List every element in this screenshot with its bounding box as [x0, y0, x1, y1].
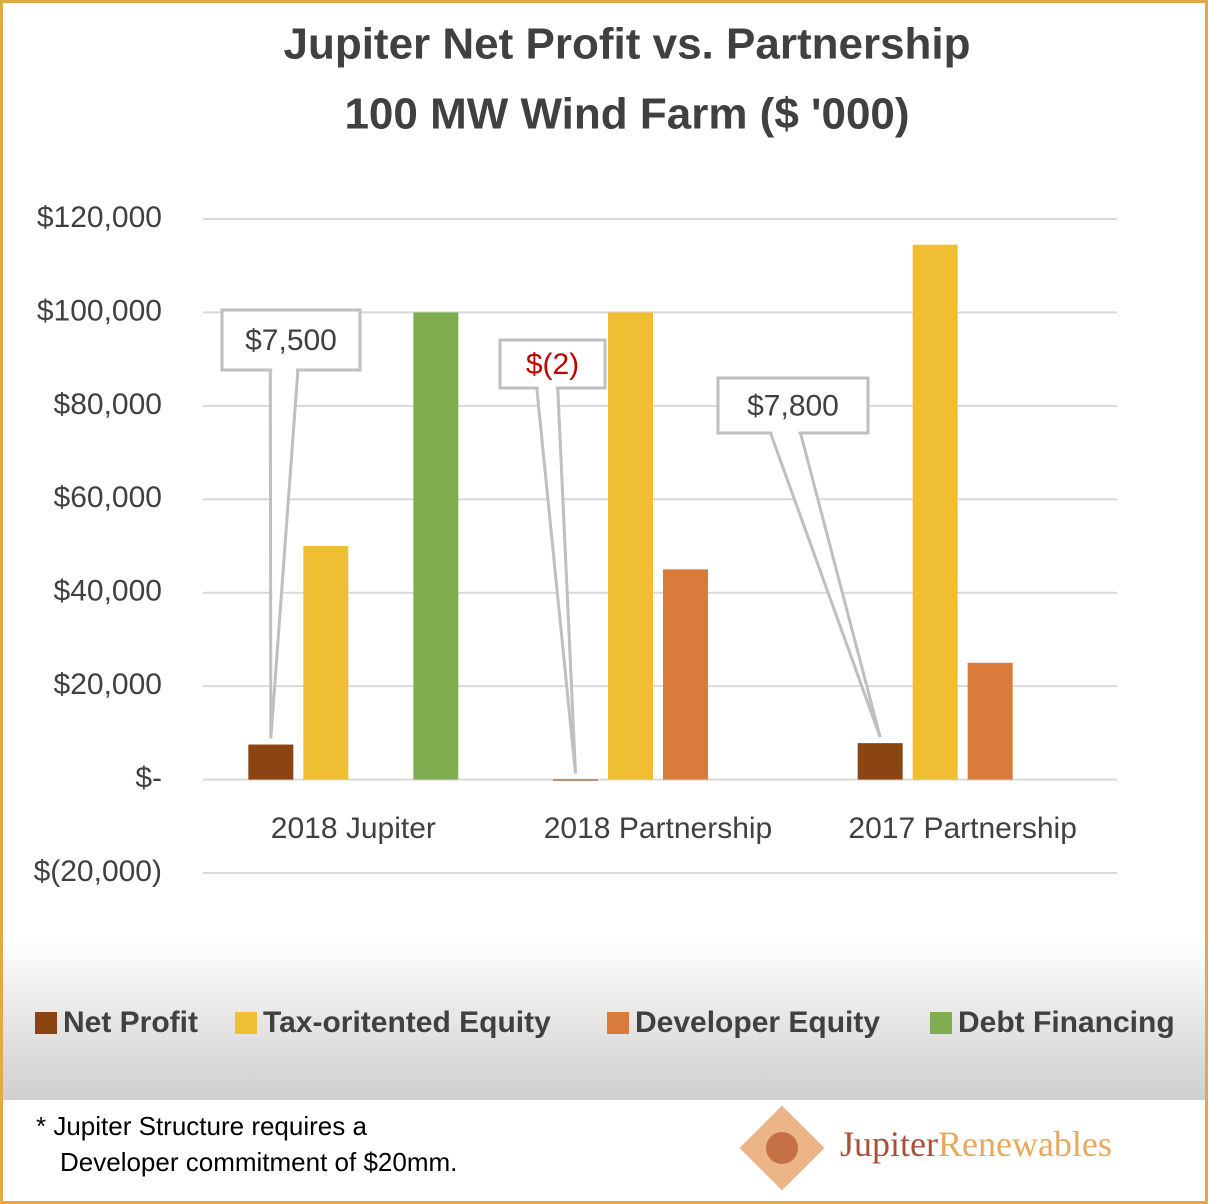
y-tick-label: $60,000 — [54, 481, 162, 514]
legend-label: Developer Equity — [635, 1006, 880, 1039]
legend-label: Net Profit — [63, 1006, 198, 1039]
callout-gap — [272, 368, 296, 372]
y-tick-label: $80,000 — [54, 388, 162, 421]
y-tick-label: $40,000 — [54, 575, 162, 608]
x-tick-label: 2018 Jupiter — [271, 812, 436, 845]
bar — [248, 744, 294, 780]
footnote: Developer commitment of $20mm. — [60, 1147, 457, 1177]
bar — [553, 779, 598, 781]
callout-gap — [772, 431, 799, 435]
logo-text: Jupiter — [840, 1124, 938, 1164]
bar — [967, 662, 1013, 780]
legend-label: Tax-oritented Equity — [263, 1006, 551, 1039]
callout-box — [498, 338, 607, 390]
y-tick-label: $120,000 — [37, 201, 162, 234]
chart-subtitle: 100 MW Wind Farm ($ '000) — [344, 90, 909, 139]
callout-box — [716, 376, 870, 435]
y-tick-label: $20,000 — [54, 668, 162, 701]
legend-swatch — [607, 1012, 629, 1034]
bar — [912, 244, 958, 780]
x-tick-label: 2018 Partnership — [544, 812, 773, 845]
y-tick-label: $- — [135, 761, 162, 794]
logo-text: Renewables — [938, 1124, 1112, 1164]
callout-box — [220, 308, 362, 372]
footnote: * Jupiter Structure requires a — [36, 1111, 367, 1141]
legend-swatch — [235, 1012, 257, 1034]
legend-label: Debt Financing — [958, 1006, 1175, 1039]
legend-band — [3, 940, 1205, 1100]
data-label: $7,500 — [245, 324, 337, 357]
legend-swatch — [35, 1012, 57, 1034]
y-tick-label: $(20,000) — [34, 855, 162, 888]
chart-title: Jupiter Net Profit vs. Partnership — [283, 20, 970, 69]
bar — [303, 546, 349, 780]
callout-gap — [538, 386, 556, 390]
legend-swatch — [930, 1012, 952, 1034]
data-label: $(2) — [526, 348, 579, 381]
logo-icon — [766, 1132, 798, 1164]
y-tick-label: $100,000 — [37, 294, 162, 327]
bar — [608, 312, 653, 780]
bar — [663, 569, 708, 780]
bar — [857, 743, 903, 780]
data-label: $7,800 — [747, 389, 839, 422]
x-tick-label: 2017 Partnership — [848, 812, 1077, 845]
logo-text: JupiterRenewables — [840, 1124, 1112, 1164]
bar — [413, 312, 459, 780]
